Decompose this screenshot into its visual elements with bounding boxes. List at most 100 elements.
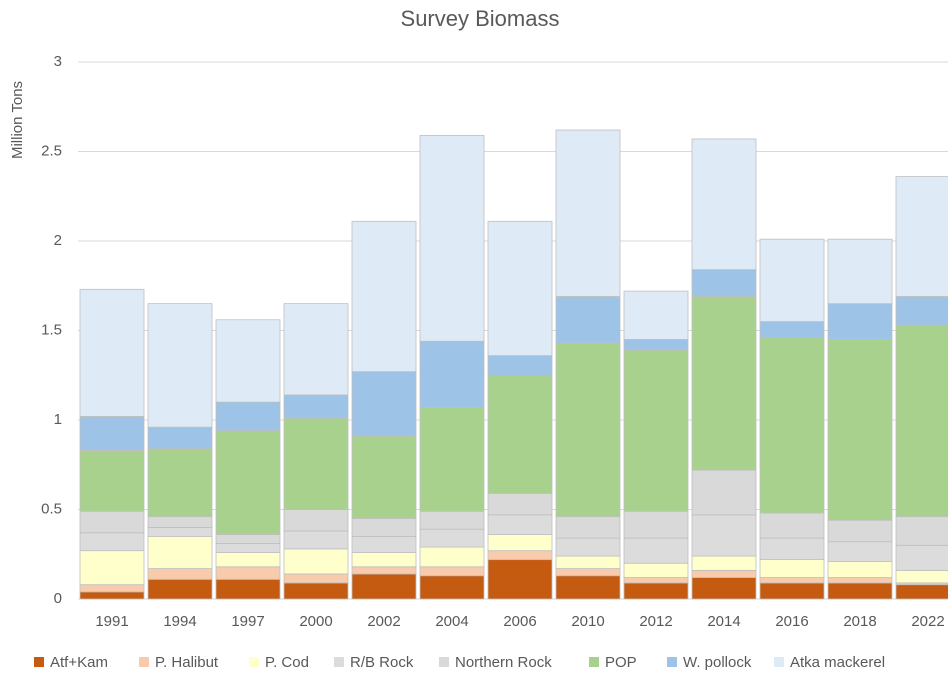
bar-segment [487,559,553,600]
bar-segment [691,555,757,571]
bar-segment [79,288,145,417]
legend-swatch [774,657,784,667]
bar-segment [555,296,621,344]
legend-label: Atf+Kam [50,654,108,671]
y-tick-label: 2.5 [41,142,62,159]
bar-segment [691,296,757,471]
bar-segment [623,562,689,578]
bar-segment [691,514,757,557]
bar-segment [215,534,281,544]
bar-segment [827,238,893,305]
bar-segment [215,430,281,535]
bar-segment [759,238,825,322]
bar-segment [691,269,757,297]
legend-label: POP [605,654,637,671]
bar-segment [215,401,281,432]
bar-segment [215,543,281,553]
y-tick-label: 0 [54,590,62,607]
bar-segment [215,566,281,580]
bar-segment [283,548,349,575]
x-tick-label: 2022 [911,613,944,630]
legend-label: P. Halibut [155,654,219,671]
bar-segment [79,550,145,586]
bar-segment [419,566,485,577]
bar-segment [79,532,145,552]
bar-segment [147,535,213,569]
legend-swatch [667,657,677,667]
bar-segment [487,374,553,494]
bar-segment [351,535,417,553]
bar-segment [351,552,417,568]
x-tick-label: 1994 [163,613,196,630]
bar-segment [351,518,417,537]
bar-segment [147,448,213,518]
bar-segment [555,537,621,557]
bar-segment [895,176,948,297]
bar-segment [79,416,145,451]
chart-title: Survey Biomass [401,6,560,31]
bar-segment [895,296,948,326]
bar-segment [487,534,553,552]
x-tick-label: 2018 [843,613,876,630]
y-tick-label: 1 [54,411,62,428]
bar-segment [487,550,553,561]
bar-segment [215,319,281,403]
bar-segment [759,337,825,514]
bar-segment [351,435,417,519]
bar-segment [895,569,948,584]
y-tick-label: 2 [54,232,62,249]
bar-segment [759,321,825,339]
bar-segment [283,582,349,600]
bar-segment [419,546,485,568]
x-tick-label: 2004 [435,613,468,630]
bar-segment [827,303,893,340]
bar-segment [759,582,825,600]
bar-segment [555,555,621,569]
bar-segment [419,340,485,408]
bar-segment [147,527,213,537]
bar-segment [555,568,621,577]
bar-segment [827,519,893,543]
legend-swatch [439,657,449,667]
bar-segment [487,220,553,356]
bar-segment [691,577,757,600]
bar-segment [147,516,213,528]
legend-label: W. pollock [683,654,752,671]
bar-segment [487,514,553,535]
bar-segment [691,138,757,271]
bar-segment [623,339,689,351]
bar-segment [419,407,485,512]
bar-segment [147,303,213,428]
bar-segment [487,355,553,376]
bar-segment [555,516,621,539]
y-tick-label: 3 [54,53,62,70]
bar-segment [623,582,689,600]
bar-segment [555,129,621,297]
legend-swatch [334,657,344,667]
legend-swatch [589,657,599,667]
x-tick-label: 2012 [639,613,672,630]
legend-label: Northern Rock [455,654,552,671]
x-tick-label: 2016 [775,613,808,630]
x-tick-label: 1997 [231,613,264,630]
x-tick-label: 2006 [503,613,536,630]
x-tick-label: 1991 [95,613,128,630]
bar-segment [895,544,948,571]
bar-segment [419,134,485,342]
x-tick-label: 2010 [571,613,604,630]
bar-segment [691,469,757,516]
bar-segment [79,591,145,600]
bar-segment [283,303,349,396]
x-tick-label: 2002 [367,613,400,630]
bar-segment [351,371,417,437]
legend-swatch [34,657,44,667]
bar-segment [623,290,689,340]
bar-segment [351,566,417,575]
bar-segment [759,537,825,561]
bar-segment [351,573,417,600]
bar-segment [351,220,417,373]
bar-segment [827,561,893,578]
bar-segment [827,577,893,584]
y-tick-label: 0.5 [41,500,62,517]
bar-segment [827,541,893,562]
